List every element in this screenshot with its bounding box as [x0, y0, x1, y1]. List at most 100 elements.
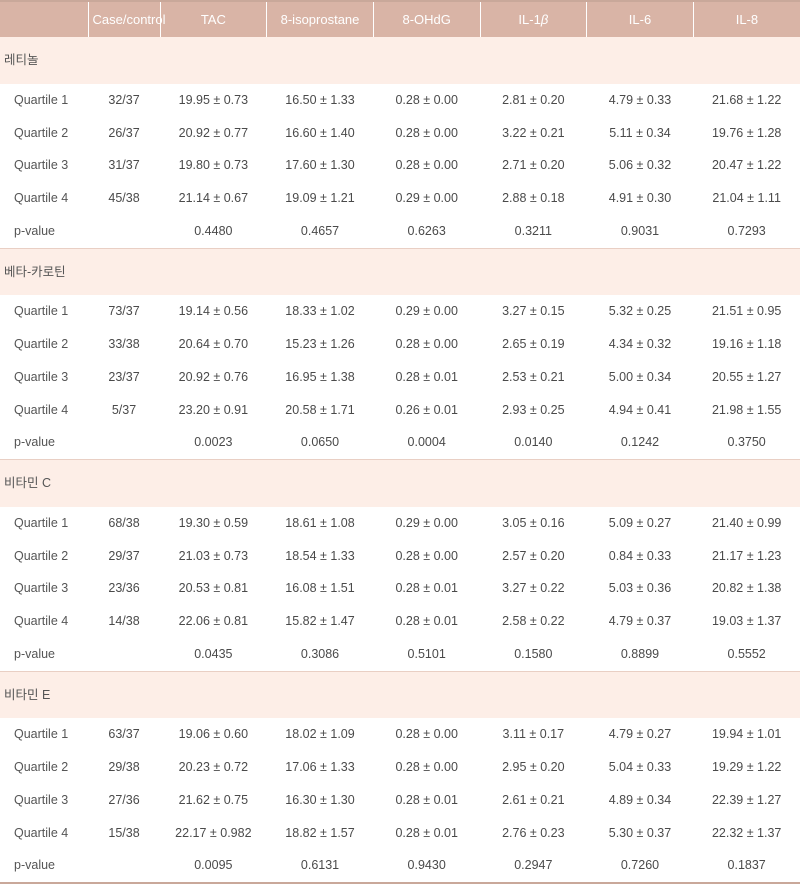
cell-case-control: 14/38	[88, 605, 160, 638]
pvalue-label: p-value	[0, 426, 88, 459]
cell-value: 21.68 ± 1.22	[693, 84, 800, 117]
cell-value: 21.14 ± 0.67	[160, 182, 267, 215]
section-blank	[267, 37, 374, 84]
cell-pvalue: 0.3750	[693, 426, 800, 459]
cell-value: 21.03 ± 0.73	[160, 540, 267, 573]
table-row: Quartile 323/3720.92 ± 0.7616.95 ± 1.380…	[0, 361, 800, 394]
cell-value: 16.08 ± 1.51	[267, 572, 374, 605]
cell-value: 20.53 ± 0.81	[160, 572, 267, 605]
row-label: Quartile 2	[0, 328, 88, 361]
cell-value: 19.80 ± 0.73	[160, 149, 267, 182]
cell-case-control: 15/38	[88, 817, 160, 850]
cell-value: 15.82 ± 1.47	[267, 605, 374, 638]
section-header: 비타민 E	[0, 671, 800, 718]
pvalue-label: p-value	[0, 215, 88, 248]
cell-value: 5.30 ± 0.37	[587, 817, 694, 850]
cell-value: 3.27 ± 0.15	[480, 295, 587, 328]
section-header: 베타-카로틴	[0, 248, 800, 295]
row-label: Quartile 2	[0, 540, 88, 573]
cell-value: 21.04 ± 1.11	[693, 182, 800, 215]
col-header-8iso: 8-isoprostane	[267, 2, 374, 37]
cell-value: 2.88 ± 0.18	[480, 182, 587, 215]
cell-value: 19.16 ± 1.18	[693, 328, 800, 361]
cell-value: 2.53 ± 0.21	[480, 361, 587, 394]
cell-value: 0.28 ± 0.00	[373, 718, 480, 751]
cell-case-control: 29/37	[88, 540, 160, 573]
table-row: Quartile 331/3719.80 ± 0.7317.60 ± 1.300…	[0, 149, 800, 182]
table-header: Case/control TAC 8-isoprostane 8-OHdG IL…	[0, 2, 800, 37]
row-label: Quartile 4	[0, 817, 88, 850]
cell-case-control: 32/37	[88, 84, 160, 117]
section-title: 베타-카로틴	[0, 248, 88, 295]
cell-value: 17.60 ± 1.30	[267, 149, 374, 182]
cell-value: 20.64 ± 0.70	[160, 328, 267, 361]
cell-value: 0.29 ± 0.00	[373, 295, 480, 328]
cell-value: 18.82 ± 1.57	[267, 817, 374, 850]
cell-value: 2.57 ± 0.20	[480, 540, 587, 573]
cell-pvalue: 0.0095	[160, 849, 267, 882]
cell-value: 5.09 ± 0.27	[587, 507, 694, 540]
cell-value: 20.47 ± 1.22	[693, 149, 800, 182]
section-blank	[693, 37, 800, 84]
table-row: Quartile 226/3720.92 ± 0.7716.60 ± 1.400…	[0, 117, 800, 150]
pvalue-label: p-value	[0, 849, 88, 882]
table-row: Quartile 229/3820.23 ± 0.7217.06 ± 1.330…	[0, 751, 800, 784]
cell-value: 0.28 ± 0.00	[373, 117, 480, 150]
cell-value: 19.76 ± 1.28	[693, 117, 800, 150]
cell-value: 0.28 ± 0.01	[373, 572, 480, 605]
cell-value: 20.58 ± 1.71	[267, 394, 374, 427]
section-blank	[693, 248, 800, 295]
cell-pvalue: 0.7293	[693, 215, 800, 248]
table-row: Quartile 229/3721.03 ± 0.7318.54 ± 1.330…	[0, 540, 800, 573]
table-body: 레티놀Quartile 132/3719.95 ± 0.7316.50 ± 1.…	[0, 37, 800, 882]
row-label: Quartile 4	[0, 182, 88, 215]
cell-case-control: 26/37	[88, 117, 160, 150]
cell-pvalue: 0.8899	[587, 638, 694, 671]
table-row: Quartile 132/3719.95 ± 0.7316.50 ± 1.330…	[0, 84, 800, 117]
row-label: Quartile 1	[0, 507, 88, 540]
cell-value: 20.92 ± 0.77	[160, 117, 267, 150]
cell-value: 0.28 ± 0.00	[373, 751, 480, 784]
cell-value: 2.81 ± 0.20	[480, 84, 587, 117]
cell-value: 16.50 ± 1.33	[267, 84, 374, 117]
cell-pvalue: 0.6263	[373, 215, 480, 248]
row-label: Quartile 1	[0, 295, 88, 328]
cell-value: 21.51 ± 0.95	[693, 295, 800, 328]
row-label: Quartile 3	[0, 572, 88, 605]
section-blank	[480, 248, 587, 295]
cell-value: 2.76 ± 0.23	[480, 817, 587, 850]
cell-value: 5.04 ± 0.33	[587, 751, 694, 784]
cell-value: 4.79 ± 0.37	[587, 605, 694, 638]
cell-pvalue: 0.5552	[693, 638, 800, 671]
section-blank	[587, 460, 694, 507]
cell-blank	[88, 849, 160, 882]
cell-value: 22.32 ± 1.37	[693, 817, 800, 850]
cell-value: 0.28 ± 0.00	[373, 149, 480, 182]
section-blank	[160, 671, 267, 718]
cell-pvalue: 0.9031	[587, 215, 694, 248]
section-blank	[693, 671, 800, 718]
cell-value: 0.28 ± 0.01	[373, 361, 480, 394]
row-label: Quartile 3	[0, 361, 88, 394]
cell-case-control: 31/37	[88, 149, 160, 182]
cell-value: 2.93 ± 0.25	[480, 394, 587, 427]
cell-value: 19.09 ± 1.21	[267, 182, 374, 215]
cell-value: 2.71 ± 0.20	[480, 149, 587, 182]
biomarker-table: Case/control TAC 8-isoprostane 8-OHdG IL…	[0, 2, 800, 882]
cell-value: 4.79 ± 0.33	[587, 84, 694, 117]
cell-value: 5.03 ± 0.36	[587, 572, 694, 605]
cell-pvalue: 0.0435	[160, 638, 267, 671]
table-row: Quartile 323/3620.53 ± 0.8116.08 ± 1.510…	[0, 572, 800, 605]
section-blank	[88, 248, 160, 295]
cell-value: 0.28 ± 0.00	[373, 328, 480, 361]
section-blank	[480, 460, 587, 507]
section-blank	[88, 37, 160, 84]
section-header: 레티놀	[0, 37, 800, 84]
cell-value: 2.65 ± 0.19	[480, 328, 587, 361]
cell-pvalue: 0.1837	[693, 849, 800, 882]
section-blank	[88, 460, 160, 507]
cell-value: 3.05 ± 0.16	[480, 507, 587, 540]
section-blank	[267, 460, 374, 507]
row-label: Quartile 2	[0, 751, 88, 784]
cell-case-control: 29/38	[88, 751, 160, 784]
